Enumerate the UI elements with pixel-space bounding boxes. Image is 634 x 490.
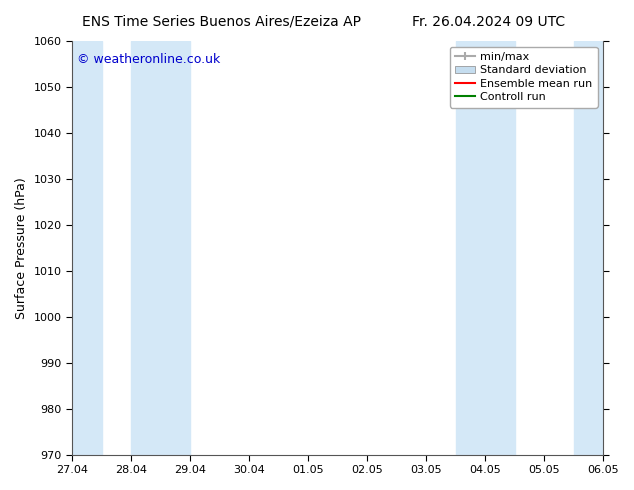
Bar [72,41,101,455]
Y-axis label: Surface Pressure (hPa): Surface Pressure (hPa) [15,177,28,318]
Legend: min/max, Standard deviation, Ensemble mean run, Controll run: min/max, Standard deviation, Ensemble me… [450,47,598,108]
Text: © weatheronline.co.uk: © weatheronline.co.uk [77,53,221,67]
Bar [574,41,603,455]
Text: Fr. 26.04.2024 09 UTC: Fr. 26.04.2024 09 UTC [411,15,565,29]
Bar [131,41,190,455]
Text: ENS Time Series Buenos Aires/Ezeiza AP: ENS Time Series Buenos Aires/Ezeiza AP [82,15,361,29]
Bar [456,41,515,455]
